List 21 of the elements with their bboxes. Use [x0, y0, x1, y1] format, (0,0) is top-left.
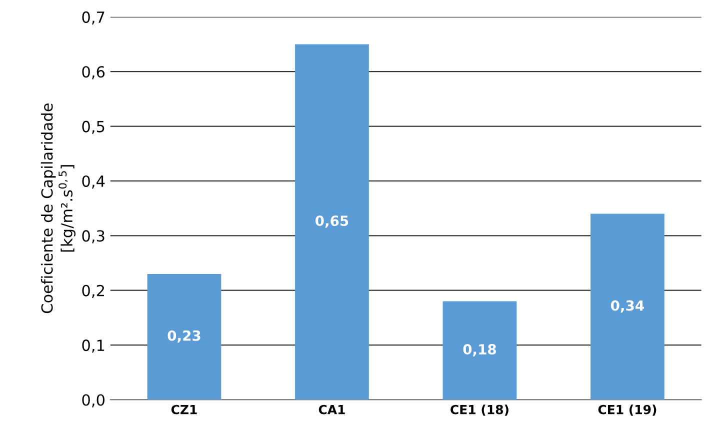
y-tick-label: 0,0	[82, 394, 104, 408]
data-label: 0,23	[168, 330, 200, 343]
y-tick-label: 0,1	[82, 340, 104, 353]
y-tick-label: 0,7	[82, 11, 104, 24]
y-tick-label: 0,3	[82, 230, 104, 244]
x-tick-label: CE1 (18)	[450, 404, 508, 416]
data-label: 0,18	[463, 344, 496, 356]
y-tick-label: 0,6	[82, 66, 105, 80]
y-tick-label: 0,5	[82, 120, 104, 134]
x-tick-label: CZ1	[171, 404, 197, 414]
data-label: 0,34	[610, 300, 644, 313]
bar	[590, 214, 664, 400]
data-label: 0,65	[316, 216, 348, 228]
bar	[295, 44, 369, 400]
bar	[147, 274, 222, 400]
y-tick-label: 0,2	[82, 284, 104, 298]
y-tick-label: 0,4	[82, 175, 105, 189]
x-tick-label: CE1 (19)	[598, 404, 656, 416]
x-tick-label: CA1	[318, 404, 345, 414]
bar	[442, 301, 517, 400]
y-axis-title: Coeficiente de Capilaridade [kg/m².s$^{0,5}$]	[40, 104, 76, 314]
